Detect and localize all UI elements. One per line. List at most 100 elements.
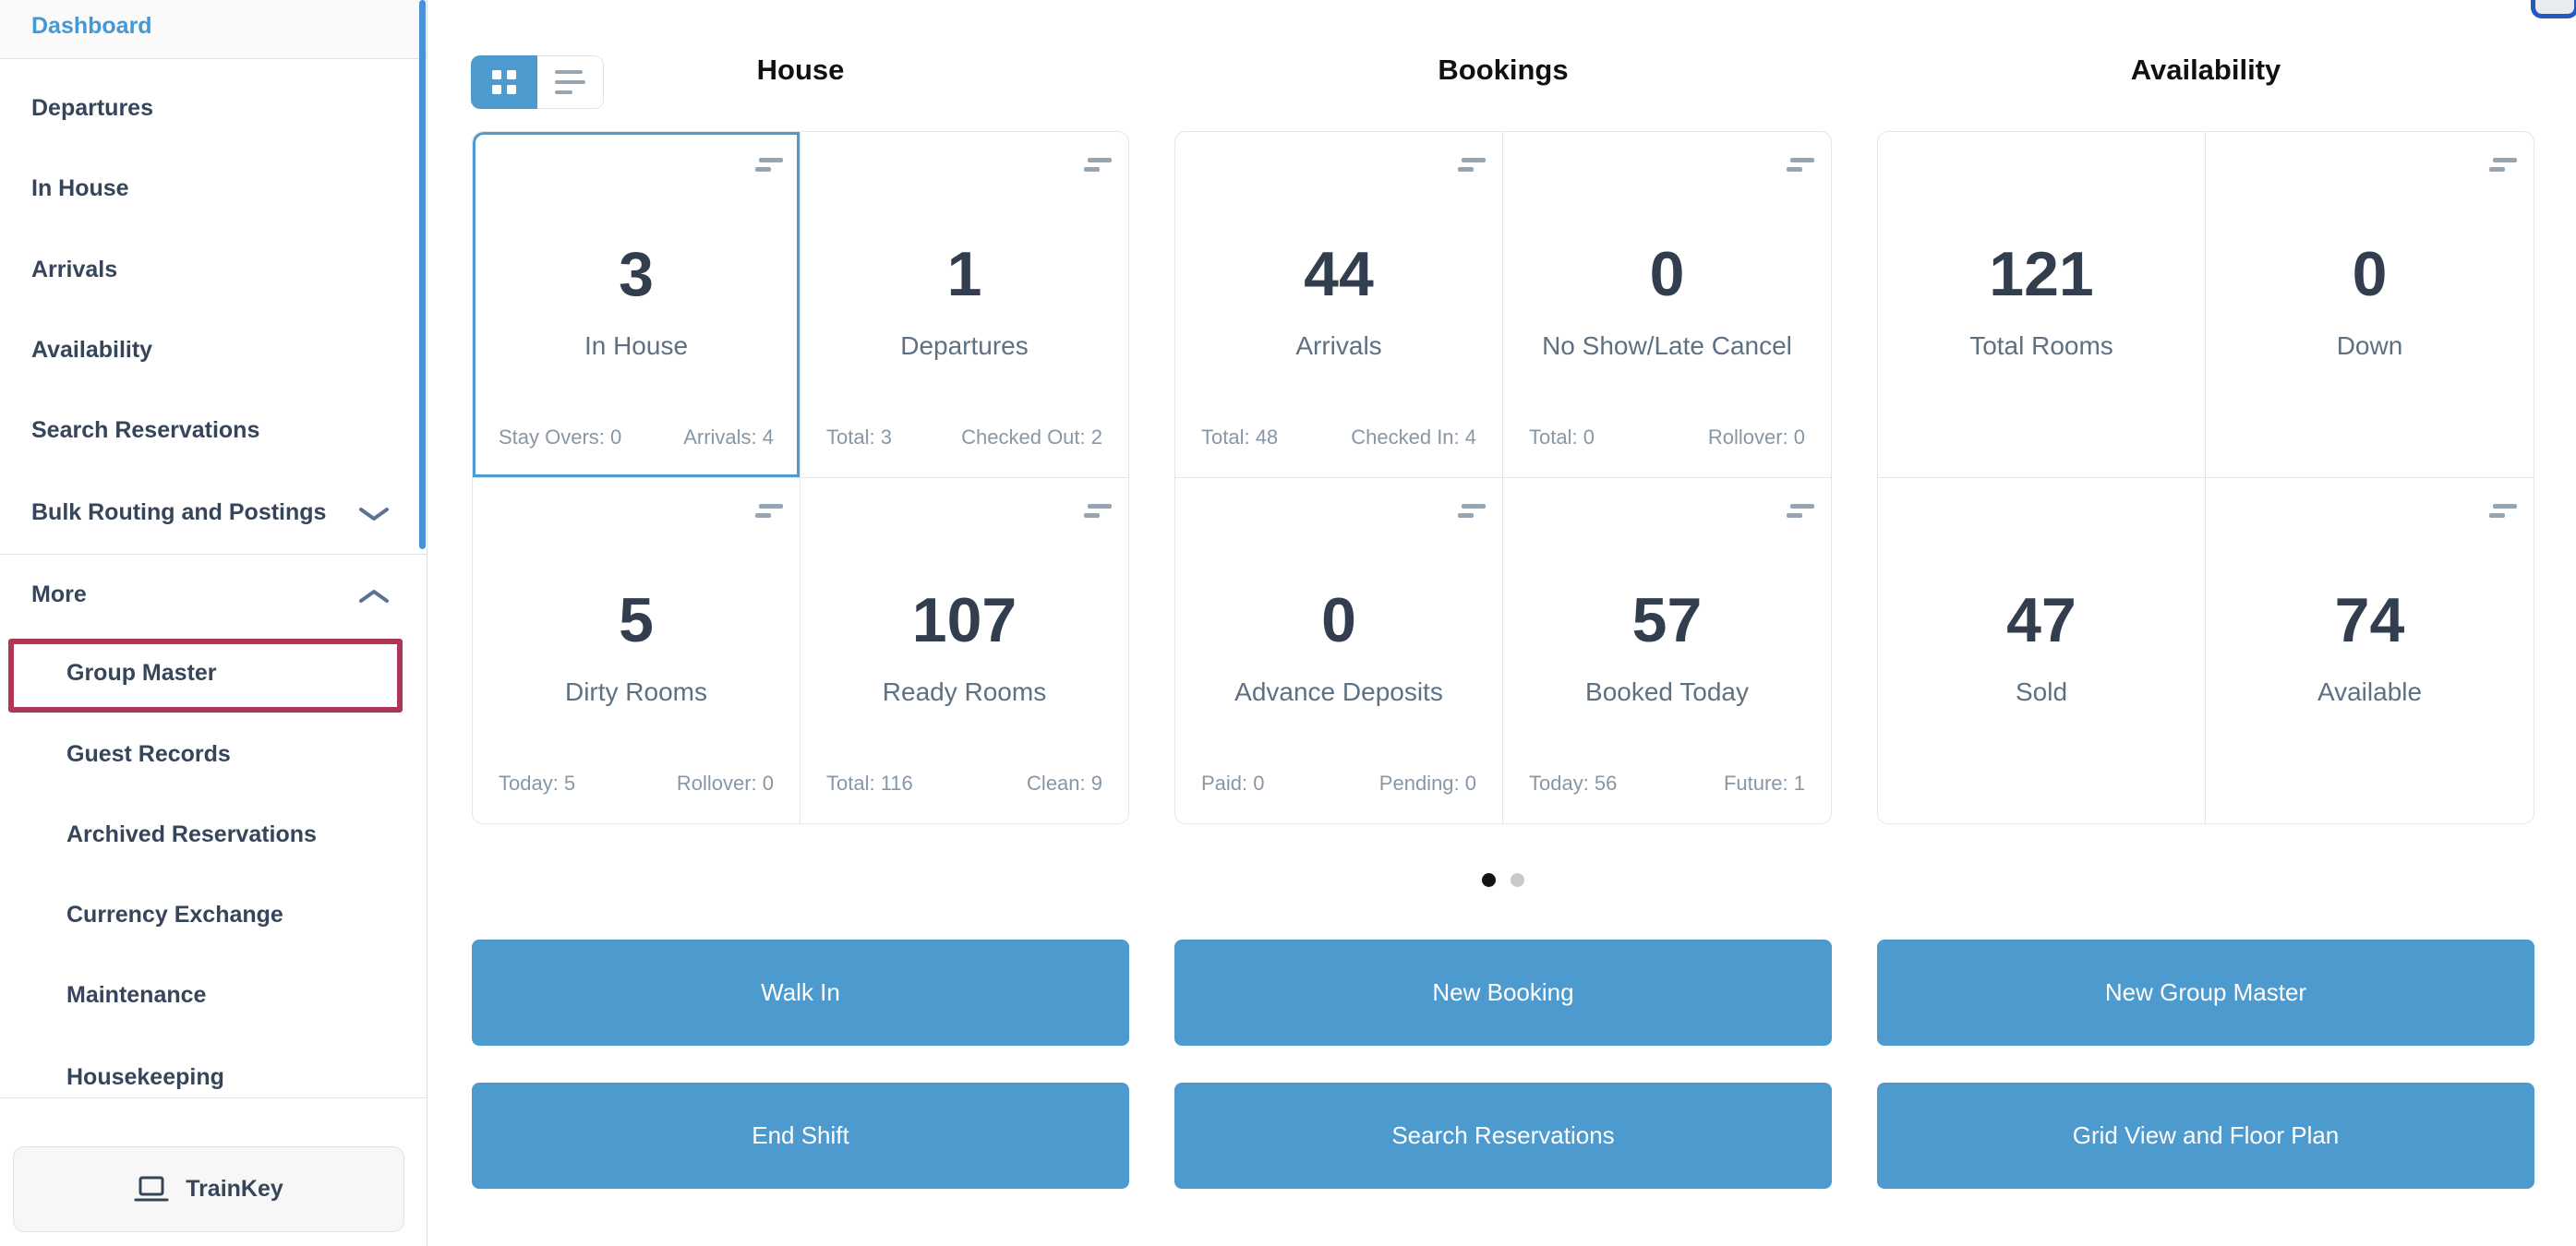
stat-footer-left: Stay Overs: 0 — [499, 425, 622, 449]
end-shift-button[interactable]: End Shift — [472, 1083, 1129, 1189]
new-booking-button[interactable]: New Booking — [1174, 940, 1832, 1046]
sidebar-divider — [0, 554, 427, 555]
stat-card-down[interactable]: 0 Down — [2206, 132, 2534, 478]
pagination-dot[interactable] — [1511, 873, 1524, 887]
card-menu-bars-icon[interactable] — [2489, 503, 2517, 518]
stat-value: 5 — [619, 584, 654, 655]
section-title-bookings: Bookings — [1438, 54, 1569, 86]
stat-label: Departures — [900, 331, 1029, 360]
pagination-dot-active[interactable] — [1482, 873, 1496, 887]
card-menu-bars-icon[interactable] — [1084, 503, 1112, 518]
sidebar-item-in-house[interactable]: In House — [31, 175, 129, 201]
stat-card-available[interactable]: 74 Available — [2206, 478, 2534, 824]
search-reservations-button[interactable]: Search Reservations — [1174, 1083, 1832, 1189]
list-view-button[interactable] — [537, 55, 604, 109]
stat-value: 3 — [619, 239, 654, 309]
house-card-group: 3 In House Stay Overs: 0 Arrivals: 4 1 D… — [472, 131, 1129, 824]
section-title-availability: Availability — [2130, 54, 2281, 86]
list-icon — [555, 64, 585, 101]
section-title-house: House — [756, 54, 845, 86]
stat-value: 1 — [946, 239, 982, 309]
stat-value: 47 — [2006, 584, 2076, 655]
card-menu-bars-icon[interactable] — [2489, 158, 2517, 172]
card-menu-bars-icon[interactable] — [755, 158, 783, 172]
stat-footer-left: Total: 48 — [1201, 425, 1279, 449]
stat-card-ready-rooms[interactable]: 107 Ready Rooms Total: 116 Clean: 9 — [800, 478, 1128, 824]
stat-label: Down — [2336, 331, 2403, 360]
stat-card-sold[interactable]: 47 Sold — [1878, 477, 2206, 823]
annotation-highlight-box — [8, 639, 403, 713]
sidebar-item-archived-reservations[interactable]: Archived Reservations — [66, 821, 317, 847]
laptop-icon — [134, 1176, 169, 1201]
sidebar-item-dashboard[interactable]: Dashboard — [31, 13, 152, 39]
card-menu-bars-icon[interactable] — [1787, 158, 1814, 172]
stat-footer-left: Today: 5 — [499, 772, 576, 795]
stat-label: In House — [584, 331, 689, 360]
stat-card-in-house[interactable]: 3 In House Stay Overs: 0 Arrivals: 4 — [473, 132, 800, 478]
stat-card-arrivals[interactable]: 44 Arrivals Total: 48 Checked In: 4 — [1175, 132, 1503, 478]
stat-footer-left: Paid: 0 — [1201, 772, 1265, 795]
grid-view-floor-plan-button[interactable]: Grid View and Floor Plan — [1877, 1083, 2534, 1189]
sidebar-scrollbar-thumb[interactable] — [419, 0, 426, 549]
stat-label: No Show/Late Cancel — [1542, 331, 1792, 360]
chevron-down-icon — [359, 508, 389, 521]
stat-value: 0 — [2352, 239, 2388, 309]
stat-label: Advance Deposits — [1234, 677, 1443, 706]
stat-value: 0 — [1321, 584, 1356, 655]
card-menu-bars-icon[interactable] — [755, 503, 783, 518]
stat-card-no-show[interactable]: 0 No Show/Late Cancel Total: 0 Rollover:… — [1503, 132, 1831, 478]
stat-value: 44 — [1304, 239, 1374, 309]
stat-label: Available — [2317, 677, 2423, 706]
stat-footer-right: Future: 1 — [1723, 772, 1805, 795]
sidebar-item-search-reservations[interactable]: Search Reservations — [31, 417, 260, 443]
stat-value: 57 — [1631, 584, 1703, 655]
stat-value: 121 — [1989, 239, 2094, 309]
stat-footer-right: Arrivals: 4 — [683, 425, 774, 449]
sidebar-item-group-master[interactable]: Group Master — [66, 660, 217, 686]
sidebar-item-guest-records[interactable]: Guest Records — [66, 741, 231, 767]
sidebar-item-arrivals[interactable]: Arrivals — [31, 257, 118, 282]
sidebar-divider — [0, 1097, 427, 1098]
availability-card-group: 121 Total Rooms 0 Down 47 Sold 74 Availa… — [1877, 131, 2534, 824]
trainkey-button[interactable]: TrainKey — [13, 1146, 404, 1232]
stat-footer-left: Total: 3 — [826, 425, 892, 449]
card-menu-bars-icon[interactable] — [1084, 158, 1112, 172]
grid-icon — [492, 70, 516, 94]
bookings-card-group: 44 Arrivals Total: 48 Checked In: 4 0 No… — [1174, 131, 1832, 824]
stat-footer-right: Clean: 9 — [1027, 772, 1102, 795]
stat-footer-right: Pending: 0 — [1378, 772, 1476, 795]
stat-footer-right: Checked In: 4 — [1351, 425, 1476, 449]
sidebar-item-bulk-routing[interactable]: Bulk Routing and Postings — [31, 499, 327, 525]
stat-card-departures[interactable]: 1 Departures Total: 3 Checked Out: 2 — [800, 132, 1128, 478]
sidebar: Dashboard Departures In House Arrivals A… — [0, 0, 427, 1246]
stat-footer-left: Total: 116 — [826, 772, 913, 795]
sidebar-item-currency-exchange[interactable]: Currency Exchange — [66, 902, 283, 928]
stat-value: 0 — [1649, 239, 1685, 309]
sidebar-item-availability[interactable]: Availability — [31, 337, 153, 363]
sidebar-item-housekeeping[interactable]: Housekeeping — [66, 1064, 224, 1090]
stat-card-advance-deposits[interactable]: 0 Advance Deposits Paid: 0 Pending: 0 — [1175, 477, 1503, 823]
stat-card-total-rooms[interactable]: 121 Total Rooms — [1878, 132, 2206, 478]
stat-footer-left: Today: 56 — [1529, 772, 1618, 795]
stat-label: Sold — [2015, 677, 2068, 706]
grid-view-button[interactable] — [471, 55, 537, 109]
card-menu-bars-icon[interactable] — [1458, 503, 1486, 518]
sidebar-item-departures[interactable]: Departures — [31, 95, 153, 121]
stat-footer-right: Checked Out: 2 — [961, 425, 1102, 449]
card-menu-bars-icon[interactable] — [1787, 503, 1814, 518]
walk-in-button[interactable]: Walk In — [472, 940, 1129, 1046]
sidebar-active-strip — [0, 0, 427, 59]
stat-card-booked-today[interactable]: 57 Booked Today Today: 56 Future: 1 — [1503, 478, 1831, 824]
stat-value: 74 — [2334, 584, 2405, 655]
sidebar-item-maintenance[interactable]: Maintenance — [66, 982, 207, 1008]
stat-label: Total Rooms — [1969, 331, 2113, 360]
stat-footer-right: Rollover: 0 — [676, 772, 774, 795]
new-group-master-button[interactable]: New Group Master — [1877, 940, 2534, 1046]
stat-label: Ready Rooms — [882, 677, 1047, 706]
browser-extension-badge[interactable] — [2531, 0, 2576, 18]
carousel-pagination — [472, 873, 2534, 887]
stat-card-dirty-rooms[interactable]: 5 Dirty Rooms Today: 5 Rollover: 0 — [473, 477, 800, 823]
card-menu-bars-icon[interactable] — [1458, 158, 1486, 172]
stat-footer-left: Total: 0 — [1529, 425, 1595, 449]
sidebar-item-more[interactable]: More — [31, 581, 87, 607]
